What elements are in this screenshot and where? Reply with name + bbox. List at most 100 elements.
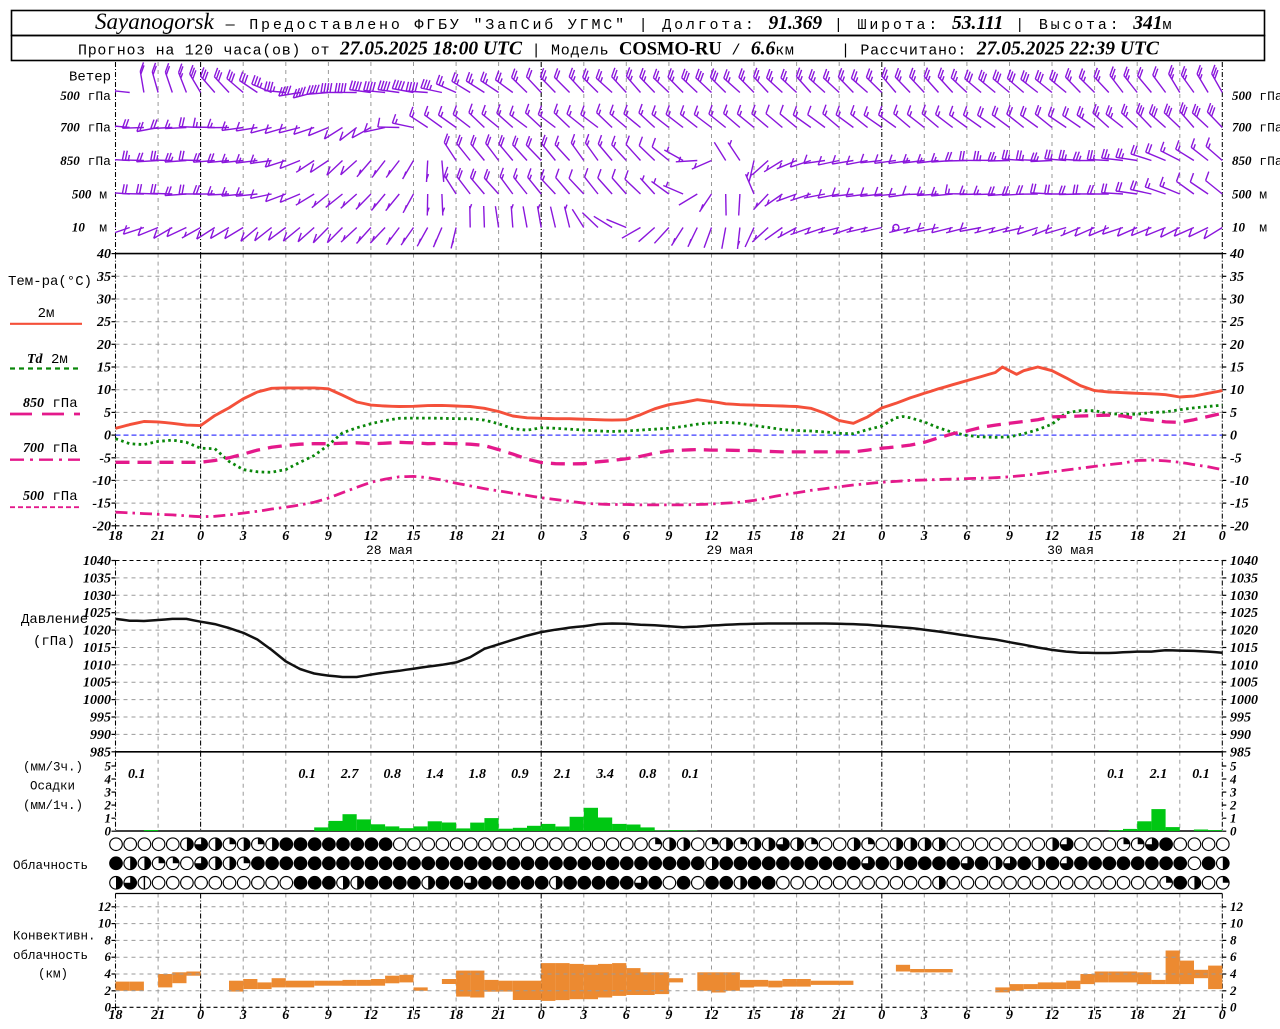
svg-text:9: 9	[665, 529, 672, 544]
svg-text:18: 18	[790, 529, 804, 544]
svg-text:-15: -15	[92, 497, 111, 512]
svg-text:2: 2	[1229, 983, 1237, 998]
svg-text:500 гПа: 500 гПа	[1232, 88, 1280, 104]
svg-text:5: 5	[105, 759, 112, 774]
svg-text:4: 4	[104, 966, 112, 981]
svg-text:5: 5	[1230, 406, 1237, 421]
svg-text:35: 35	[96, 270, 111, 285]
svg-text:9: 9	[325, 529, 332, 544]
svg-text:2: 2	[104, 983, 112, 998]
svg-text:18: 18	[449, 529, 463, 544]
svg-text:1010: 1010	[1230, 658, 1258, 673]
svg-text:25: 25	[96, 315, 111, 330]
svg-text:15: 15	[97, 361, 111, 376]
svg-text:40: 40	[96, 247, 111, 262]
svg-text:(км): (км)	[38, 968, 68, 982]
svg-text:500 гПа: 500 гПа	[60, 88, 111, 104]
svg-text:30 мая: 30 мая	[1047, 543, 1094, 558]
svg-text:4: 4	[1229, 966, 1237, 981]
svg-text:0: 0	[1230, 1000, 1237, 1015]
svg-text:6: 6	[623, 529, 630, 544]
svg-text:8: 8	[1230, 932, 1237, 947]
svg-text:1.4: 1.4	[426, 767, 444, 782]
svg-text:(мм/3ч.): (мм/3ч.)	[23, 761, 83, 775]
svg-text:990: 990	[90, 728, 111, 743]
svg-text:3: 3	[1229, 785, 1237, 800]
svg-text:1035: 1035	[83, 571, 111, 586]
svg-text:-5: -5	[1230, 451, 1242, 466]
svg-text:12: 12	[364, 529, 378, 544]
svg-text:30: 30	[1229, 293, 1244, 308]
svg-text:0.8: 0.8	[639, 767, 657, 782]
svg-text:29 мая: 29 мая	[706, 543, 753, 558]
svg-text:0: 0	[104, 429, 111, 444]
svg-text:15: 15	[1230, 361, 1244, 376]
svg-text:3: 3	[579, 529, 587, 544]
svg-text:-10: -10	[92, 474, 111, 489]
svg-text:1015: 1015	[1230, 641, 1258, 656]
svg-text:1030: 1030	[83, 589, 111, 604]
svg-text:Тем-ра(°C): Тем-ра(°C)	[8, 274, 92, 290]
svg-text:Ветер: Ветер	[69, 70, 111, 86]
svg-text:28 мая: 28 мая	[366, 543, 413, 558]
svg-text:1005: 1005	[83, 676, 111, 691]
svg-text:3: 3	[239, 529, 247, 544]
svg-text:1040: 1040	[83, 554, 111, 569]
svg-text:2.1: 2.1	[1149, 767, 1168, 782]
svg-text:6: 6	[105, 949, 112, 964]
svg-text:500 гПа: 500 гПа	[23, 489, 78, 505]
svg-text:1: 1	[1230, 811, 1237, 826]
svg-text:10 м: 10 м	[72, 220, 107, 236]
svg-text:5: 5	[1230, 759, 1237, 774]
svg-text:6: 6	[963, 529, 970, 544]
svg-text:700 гПа: 700 гПа	[1232, 120, 1280, 136]
svg-text:Td 2м: Td 2м	[27, 352, 68, 368]
svg-text:6: 6	[1230, 949, 1237, 964]
svg-text:12: 12	[705, 529, 719, 544]
svg-text:(мм/1ч.): (мм/1ч.)	[23, 799, 83, 813]
svg-text:20: 20	[96, 338, 111, 353]
svg-text:1: 1	[105, 811, 112, 826]
svg-text:500 м: 500 м	[1232, 187, 1267, 203]
svg-text:0: 0	[197, 529, 204, 544]
svg-text:21: 21	[150, 529, 165, 544]
svg-text:850 гПа: 850 гПа	[23, 396, 78, 412]
svg-text:3: 3	[104, 785, 112, 800]
svg-text:0.1: 0.1	[128, 767, 146, 782]
svg-text:995: 995	[90, 711, 111, 726]
svg-text:1005: 1005	[1230, 676, 1258, 691]
svg-text:1035: 1035	[1230, 571, 1258, 586]
svg-text:1015: 1015	[83, 641, 111, 656]
svg-text:500 м: 500 м	[72, 187, 107, 203]
svg-text:2: 2	[1229, 798, 1237, 813]
svg-text:1030: 1030	[1230, 589, 1258, 604]
svg-text:1000: 1000	[1230, 693, 1258, 708]
svg-text:25: 25	[1229, 315, 1244, 330]
svg-text:15: 15	[1088, 529, 1102, 544]
svg-text:1040: 1040	[1230, 554, 1258, 569]
svg-text:0.1: 0.1	[1192, 767, 1210, 782]
svg-text:700 гПа: 700 гПа	[23, 441, 78, 457]
svg-text:15: 15	[747, 529, 761, 544]
svg-text:Осадки: Осадки	[30, 780, 75, 794]
svg-text:-20: -20	[1230, 519, 1249, 534]
svg-text:18: 18	[109, 529, 123, 544]
svg-text:40: 40	[1229, 247, 1244, 262]
svg-text:15: 15	[407, 529, 421, 544]
svg-text:-10: -10	[1230, 474, 1249, 489]
svg-text:9: 9	[1006, 529, 1013, 544]
svg-text:0: 0	[105, 824, 112, 839]
svg-text:0: 0	[1219, 529, 1226, 544]
svg-text:12: 12	[1045, 529, 1059, 544]
svg-text:10: 10	[97, 383, 111, 398]
svg-text:21: 21	[1172, 529, 1187, 544]
svg-text:700 гПа: 700 гПа	[60, 120, 111, 136]
svg-text:(гПа): (гПа)	[33, 634, 75, 650]
svg-text:10: 10	[1230, 916, 1244, 931]
svg-text:10 м: 10 м	[1232, 220, 1267, 236]
svg-text:850 гПа: 850 гПа	[1232, 153, 1280, 169]
svg-text:0: 0	[878, 529, 885, 544]
svg-text:12: 12	[98, 899, 112, 914]
svg-text:2м: 2м	[38, 306, 55, 322]
svg-text:-5: -5	[99, 451, 111, 466]
